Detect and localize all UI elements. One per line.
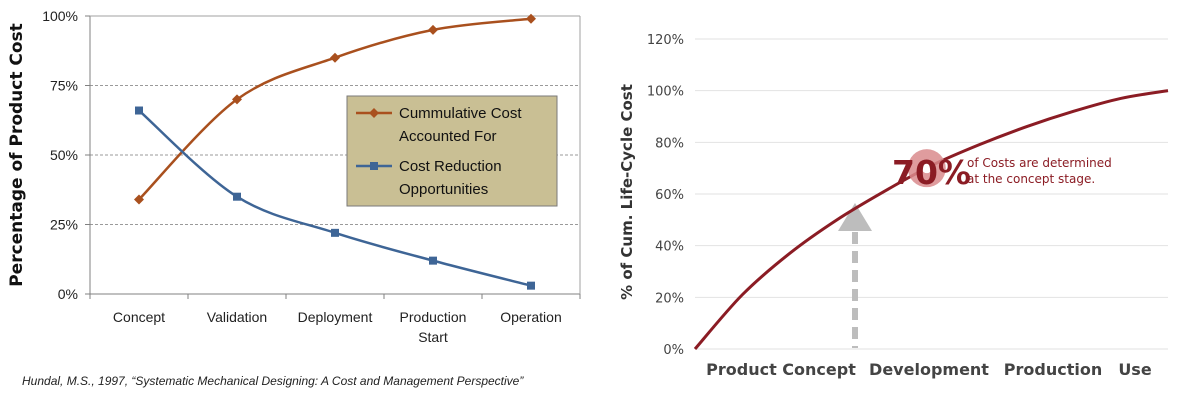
right-y-tick-label: 40%	[655, 240, 684, 255]
left-y-tick-label: 0%	[58, 286, 78, 302]
left-series	[134, 13, 536, 290]
legend-marker-square	[370, 162, 378, 170]
right-x-tick-label: Use	[1118, 360, 1152, 379]
indicator-arrowhead	[838, 203, 872, 231]
right-x-tick-label: Production	[1004, 360, 1102, 379]
data-point-square	[429, 256, 437, 265]
legend-label-cost-reduction-2: Opportunities	[399, 181, 488, 198]
right-x-tick-labels: Product Concept Development Production Use	[706, 360, 1152, 379]
left-x-tick-label: Concept	[113, 309, 165, 325]
right-y-tick-label: 60%	[655, 188, 684, 203]
data-point-square	[135, 106, 143, 115]
left-gridlines	[85, 15, 581, 299]
data-point-diamond	[232, 94, 242, 105]
right-chart: 0% 20% 40% 60% 80% 100% 120% % of Cum. Life-Cy…	[618, 33, 1169, 379]
right-y-tick-label: 100%	[647, 85, 684, 100]
right-y-tick-label: 80%	[655, 136, 684, 151]
legend-label-cumulative-2: Accounted For	[399, 128, 497, 145]
legend-marker-diamond	[369, 108, 379, 118]
left-x-tick-label: Deployment	[298, 309, 373, 325]
right-y-tick-labels: 0% 20% 40% 60% 80% 100% 120%	[647, 33, 684, 358]
highlight-annotation-line1: of Costs are determined	[967, 156, 1112, 170]
left-x-tick-label: Production Start	[400, 309, 467, 345]
right-series-curve	[693, 89, 1169, 350]
legend-label-cumulative-1: Cummulative Cost	[399, 105, 522, 122]
left-y-tick-label: 75%	[50, 78, 78, 94]
right-y-tick-label: 20%	[655, 291, 684, 306]
left-y-tick-label: 100%	[42, 8, 78, 24]
data-point-square	[331, 228, 339, 237]
left-x-tick-label: Validation	[207, 309, 267, 325]
right-y-axis-title: % of Cum. Life-Cycle Cost	[618, 84, 636, 300]
right-y-tick-label: 120%	[647, 33, 684, 48]
data-point-square	[233, 192, 241, 201]
legend-label-cost-reduction-1: Cost Reduction	[399, 158, 502, 175]
right-gridlines	[695, 38, 1168, 350]
left-y-axis-title: Percentage of Product Cost	[7, 23, 27, 287]
left-x-tick-label: Operation	[500, 309, 561, 325]
citation: Hundal, M.S., 1997, “Systematic Mechanic…	[22, 374, 524, 388]
right-x-tick-label: Development	[869, 360, 989, 379]
highlight-annotation-line2: at the concept stage.	[967, 172, 1095, 186]
highlight-big-value: 70%	[892, 153, 971, 192]
left-y-tick-label: 50%	[50, 147, 78, 163]
left-y-tick-labels: 0% 25% 50% 75% 100%	[42, 8, 78, 302]
data-point-diamond	[134, 194, 144, 205]
left-x-tick-labels: Concept Validation Deployment Production Sta…	[113, 309, 562, 345]
right-x-tick-label: Product Concept	[706, 360, 856, 379]
left-chart: 0% 25% 50% 75% 100% Concept Validation Deploym…	[7, 8, 581, 388]
data-point-diamond	[428, 24, 438, 35]
left-legend-box	[346, 95, 558, 207]
left-y-tick-label: 25%	[50, 217, 78, 233]
data-point-diamond	[526, 13, 536, 24]
data-point-diamond	[330, 52, 340, 63]
right-y-tick-label: 0%	[663, 343, 684, 358]
highlight-point	[921, 163, 932, 174]
data-point-square	[527, 281, 535, 290]
